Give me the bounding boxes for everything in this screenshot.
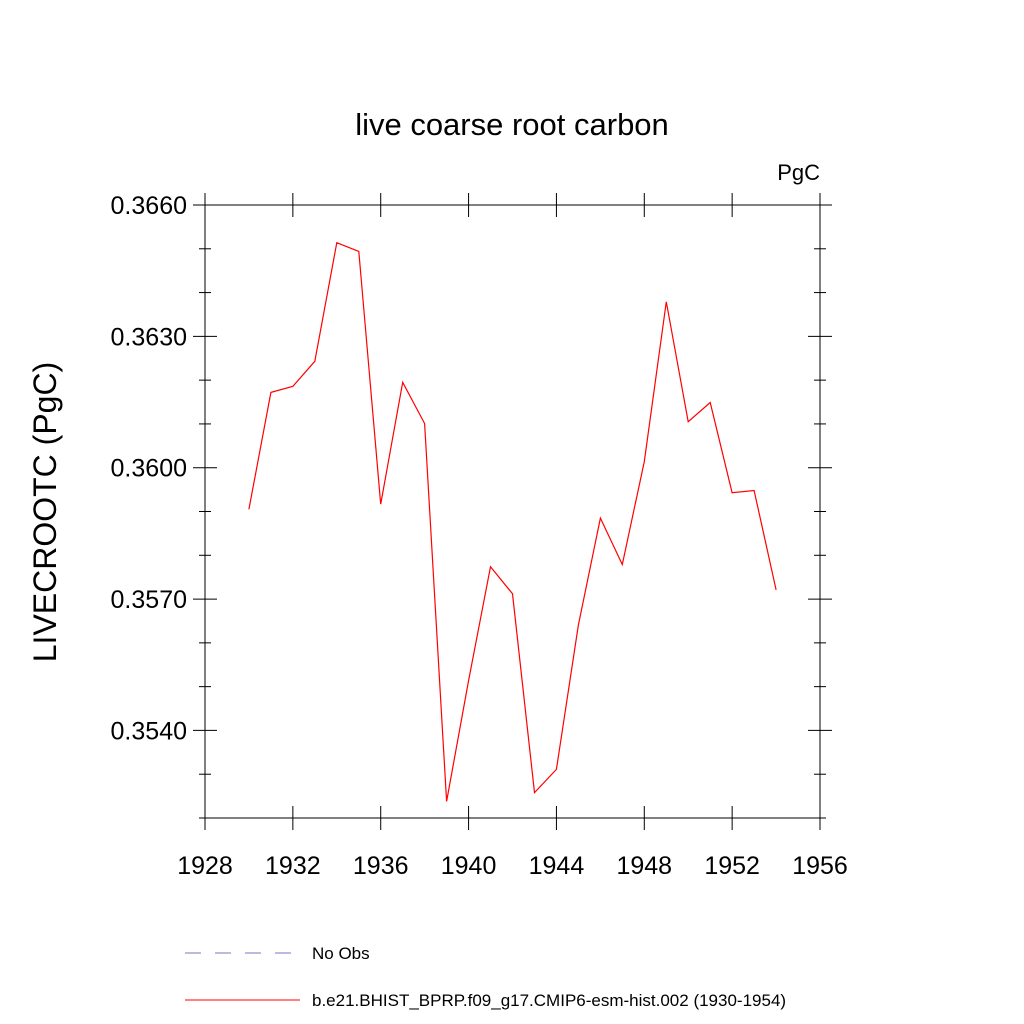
y-tick-label: 0.3600 <box>111 455 187 483</box>
data-point <box>269 391 272 394</box>
data-point <box>753 489 756 492</box>
data-point <box>467 679 470 682</box>
legend-label-1: b.e21.BHIST_BPRP.f09_g17.CMIP6-esm-hist.… <box>312 991 786 1010</box>
x-tick-label: 1932 <box>265 852 321 880</box>
x-tick-label: 1948 <box>616 852 672 880</box>
data-point <box>291 385 294 388</box>
data-point <box>599 517 602 520</box>
data-point <box>643 460 646 463</box>
data-point <box>401 381 404 384</box>
data-point <box>577 623 580 626</box>
plot-series <box>247 241 778 803</box>
x-tick-label: 1940 <box>441 852 497 880</box>
plot-frame <box>204 204 821 819</box>
x-tick-label: 1956 <box>792 852 848 880</box>
y-tick-label: 0.3660 <box>111 192 187 220</box>
data-point <box>357 250 360 253</box>
y-tick-label: 0.3630 <box>111 323 187 351</box>
data-point <box>665 300 668 303</box>
data-point <box>445 800 448 803</box>
x-tick-label: 1944 <box>529 852 585 880</box>
data-point <box>621 563 624 566</box>
axes: 0.3540 0.3570 0.3600 0.3630 0.3660 1928 1932 19… <box>111 192 848 880</box>
x-tick-label: 1928 <box>177 852 233 880</box>
units-label: PgC <box>777 160 820 185</box>
legend: No Obs b.e21.BHIST_BPRP.f09_g17.CMIP6-esm… <box>185 944 786 1010</box>
x-tick-label: 1952 <box>704 852 760 880</box>
data-point <box>489 565 492 568</box>
x-tick-label: 1936 <box>353 852 409 880</box>
y-tick-label: 0.3570 <box>111 586 187 614</box>
data-point <box>555 768 558 771</box>
y-tick-label: 0.3540 <box>111 717 187 745</box>
data-point <box>533 791 536 794</box>
data-point <box>709 401 712 404</box>
data-point <box>511 592 514 595</box>
chart-title: live coarse root carbon <box>355 107 669 142</box>
data-point <box>423 422 426 425</box>
legend-label-0: No Obs <box>312 944 370 963</box>
data-point <box>247 508 250 511</box>
data-point <box>731 491 734 494</box>
y-axis-label: LIVECROOTC (PgC) <box>27 362 63 662</box>
data-point <box>335 241 338 244</box>
data-point <box>313 360 316 363</box>
data-point <box>775 588 778 591</box>
series-line-1 <box>248 241 777 802</box>
data-point <box>687 420 690 423</box>
data-point <box>379 503 382 506</box>
